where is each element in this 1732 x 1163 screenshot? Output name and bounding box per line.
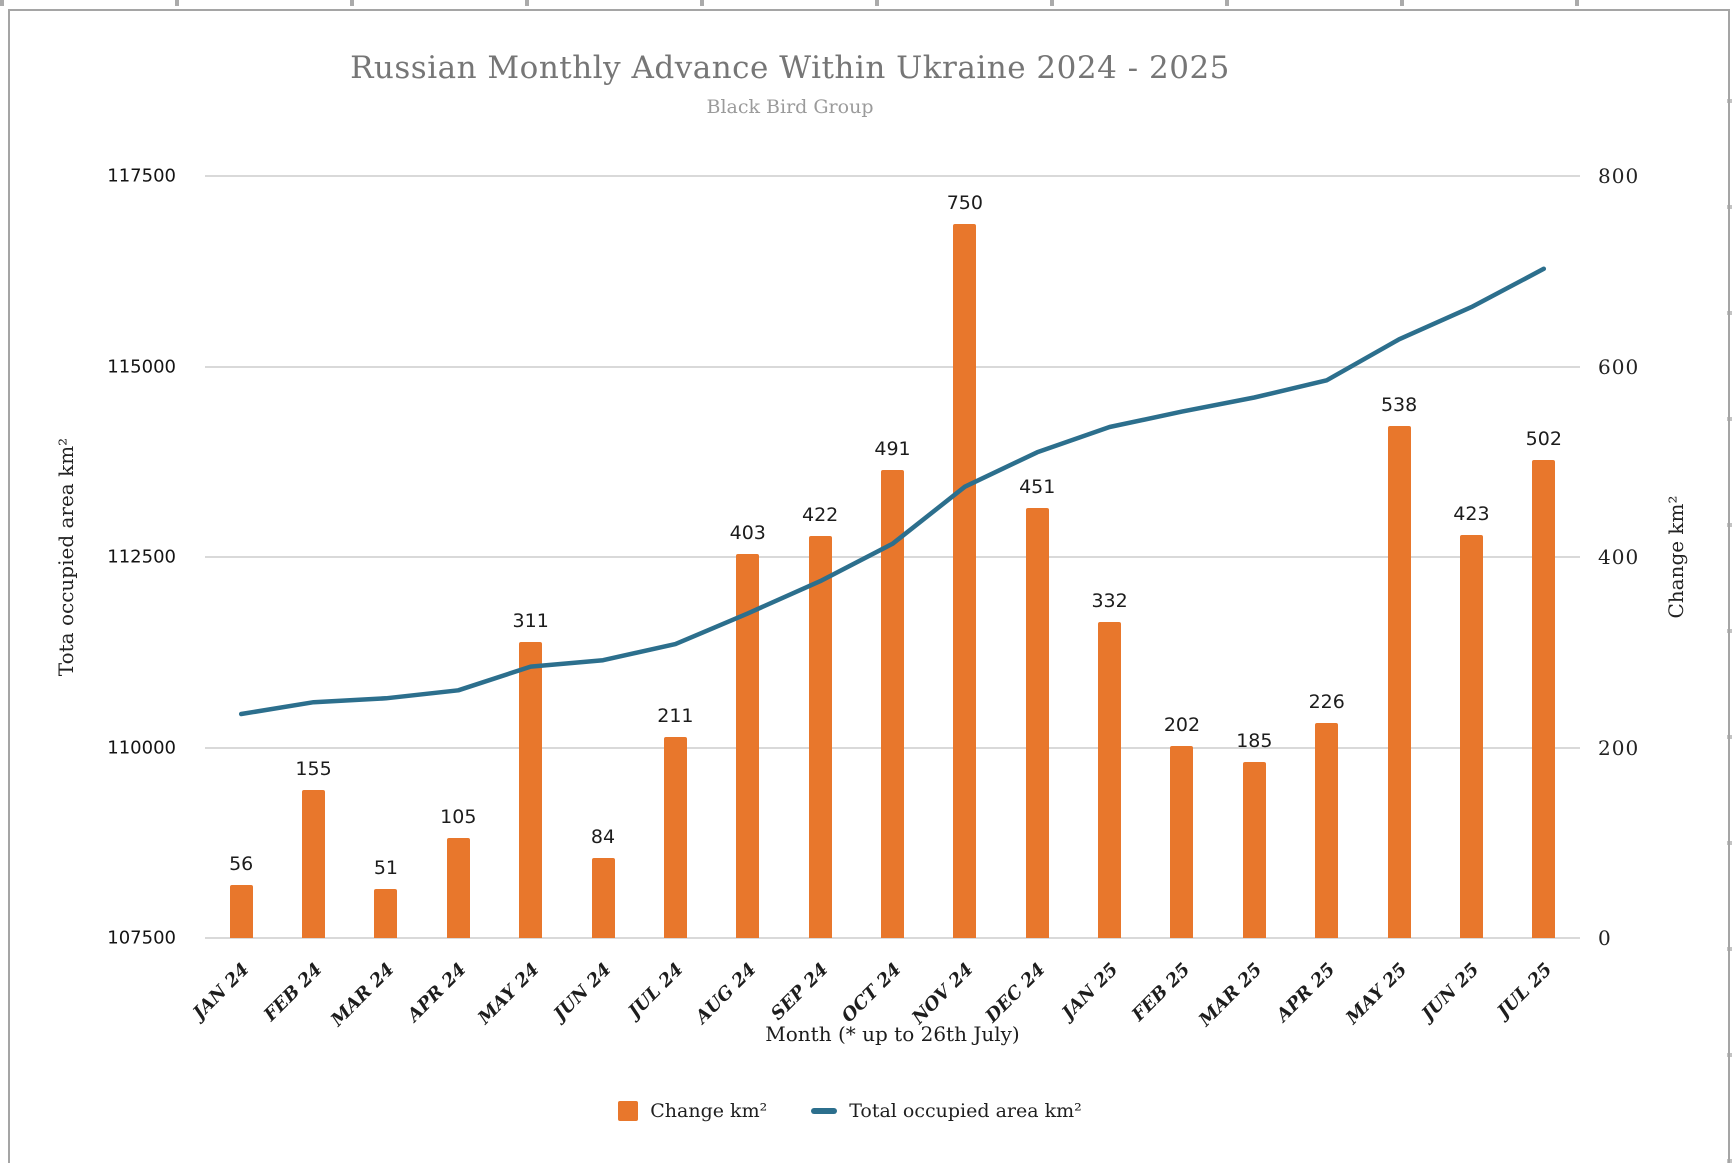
bar-value-label: 84	[590, 826, 616, 848]
bar-value-label: 51	[373, 857, 398, 880]
left-axis-tick: 110000	[107, 737, 176, 758]
bar-value-label: 56	[229, 852, 254, 875]
bar[interactable]	[953, 223, 977, 938]
bar[interactable]	[1025, 508, 1049, 938]
plot-area: 56 155 51 105 311 84 211 403 422 491 750 451 332 202 1…	[205, 175, 1580, 939]
x-axis-title: Month (* up to 26th July)	[765, 1022, 1020, 1046]
total-area-line[interactable]	[238, 266, 1547, 717]
left-axis-tick: 115000	[107, 356, 176, 377]
bar[interactable]	[1315, 722, 1339, 938]
legend-item-change[interactable]: Change km²	[618, 1100, 767, 1122]
bar[interactable]	[229, 884, 253, 938]
legend-label: Change km²	[650, 1100, 768, 1122]
right-axis-tick-labels: 800 600 400 200 0	[1598, 164, 1728, 950]
bar[interactable]	[519, 641, 543, 938]
top-edge-tick-marks	[0, 0, 1732, 6]
bar-value-label: 538	[1380, 393, 1418, 416]
bar[interactable]	[1387, 425, 1411, 938]
right-axis-tick: 200	[1598, 735, 1640, 760]
bar-value-label: 491	[874, 438, 911, 461]
bar-value-label: 226	[1308, 690, 1345, 713]
left-axis-tick: 112500	[107, 546, 176, 568]
bar-value-label: 403	[729, 522, 766, 545]
bar-value-label: 311	[512, 609, 549, 632]
bar-value-label: 502	[1525, 427, 1562, 450]
bar[interactable]	[808, 536, 832, 938]
chart-subtitle: Black Bird Group	[706, 96, 874, 118]
right-axis-tick: 0	[1598, 926, 1612, 950]
bar-value-label: 211	[657, 705, 694, 728]
gridline	[205, 175, 1580, 177]
bar-value-label: 155	[295, 758, 332, 781]
chart-title: Russian Monthly Advance Within Ukraine 2…	[350, 50, 1230, 86]
total-area-line-series[interactable]	[205, 176, 1580, 938]
bar[interactable]	[446, 838, 470, 938]
chart-frame-border	[8, 9, 1730, 1163]
bar-value-label: 451	[1019, 476, 1056, 499]
bar[interactable]	[1098, 621, 1122, 938]
bar[interactable]	[591, 858, 615, 938]
line-swatch-icon	[811, 1108, 838, 1114]
gridline	[205, 365, 1580, 368]
bar[interactable]	[302, 790, 326, 938]
bar-value-label: 202	[1163, 713, 1201, 736]
bar-value-label: 185	[1236, 729, 1273, 752]
legend-item-total[interactable]: Total occupied area km²	[811, 1100, 1082, 1122]
bar-value-label: 422	[801, 504, 839, 527]
bar[interactable]	[374, 889, 398, 938]
left-axis-tick: 117500	[107, 165, 176, 187]
bar-value-label: 423	[1453, 503, 1490, 526]
bar[interactable]	[1532, 459, 1556, 938]
bar-value-label: 750	[946, 191, 983, 214]
right-axis-tick: 800	[1598, 164, 1640, 188]
bar[interactable]	[1459, 535, 1483, 938]
bar[interactable]	[1242, 761, 1266, 938]
bar[interactable]	[736, 554, 760, 938]
bar-swatch-icon	[618, 1101, 639, 1121]
right-axis-tick: 600	[1598, 354, 1640, 379]
left-axis-tick-labels: 117500 115000 112500 110000 107500	[0, 166, 190, 949]
gridline	[205, 937, 1580, 939]
legend-label: Total occupied area km²	[849, 1100, 1082, 1122]
left-axis-tick: 107500	[107, 927, 176, 949]
bar[interactable]	[881, 470, 904, 938]
bar[interactable]	[1170, 745, 1194, 938]
legend: Change km² Total occupied area km²	[0, 1100, 1700, 1122]
bar-value-label: 332	[1091, 589, 1128, 612]
bar[interactable]	[663, 737, 687, 938]
right-axis-tick: 400	[1598, 545, 1640, 569]
bar-value-label: 105	[440, 806, 477, 828]
